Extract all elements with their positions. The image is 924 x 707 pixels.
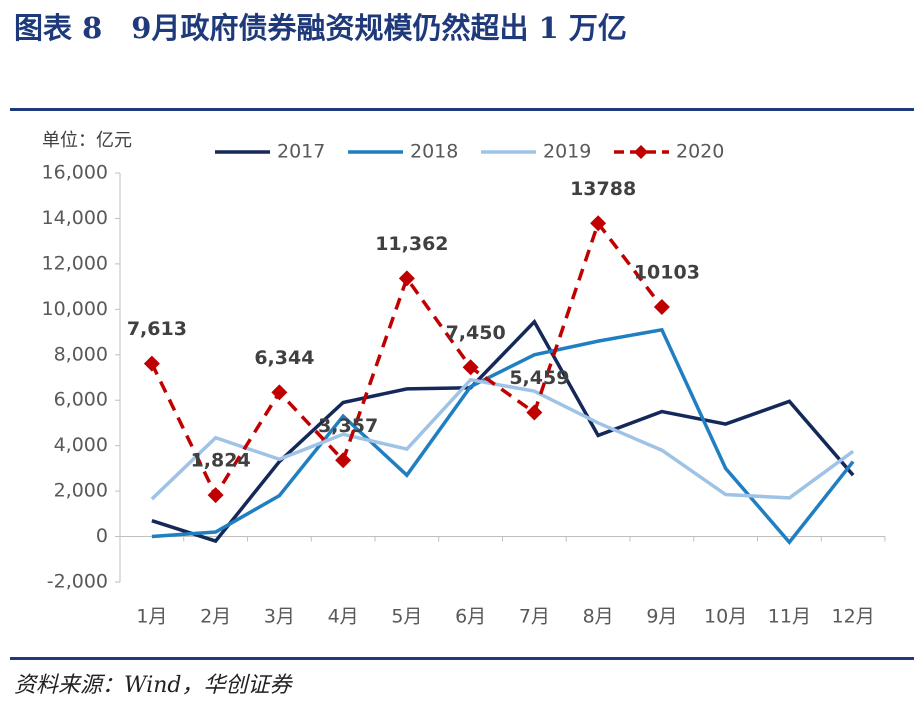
legend-label: 2017 <box>277 141 325 163</box>
y-tick-label: 14,000 <box>42 207 108 229</box>
x-tick-label: 8月 <box>583 606 614 628</box>
data-label: 6,344 <box>254 347 314 369</box>
y-tick-label: -2,000 <box>47 571 108 593</box>
x-tick-label: 2月 <box>200 606 231 628</box>
bottom-rule <box>10 657 914 660</box>
point <box>398 270 415 287</box>
legend-label: 2020 <box>676 141 724 163</box>
x-tick-label: 6月 <box>455 606 486 628</box>
chart-title: 图表 8 9月政府债券融资规模仍然超出 1 万亿 <box>14 11 627 45</box>
data-label: 11,362 <box>375 233 448 255</box>
point <box>335 452 352 469</box>
point <box>207 487 224 504</box>
point <box>590 215 607 232</box>
legend-marker <box>634 145 648 159</box>
x-tick-label: 9月 <box>646 606 677 628</box>
point <box>462 359 479 376</box>
x-tick-label: 4月 <box>328 606 359 628</box>
y-tick-label: 12,000 <box>42 252 108 274</box>
series-line <box>150 219 664 499</box>
y-tick-label: 2,000 <box>54 480 108 502</box>
x-tick-label: 3月 <box>264 606 295 628</box>
series-line <box>151 327 855 545</box>
data-label: 3,357 <box>318 415 378 437</box>
data-label: 13788 <box>570 178 636 200</box>
x-tick-label: 1月 <box>136 606 167 628</box>
data-label: 7,450 <box>446 322 506 344</box>
legend-label: 2019 <box>543 141 591 163</box>
x-tick-label: 7月 <box>519 606 550 628</box>
y-tick-label: 10,000 <box>42 298 108 320</box>
y-tick-label: 8,000 <box>54 343 108 365</box>
point <box>526 404 543 421</box>
series-line <box>150 377 855 501</box>
source: 资料来源：Wind，华创证券 <box>14 673 294 698</box>
y-axis-label: 单位：亿元 <box>42 130 132 151</box>
data-label: 7,613 <box>127 318 187 340</box>
top-rule <box>10 108 914 111</box>
data-label: 10103 <box>634 261 700 283</box>
x-tick-label: 5月 <box>391 606 422 628</box>
data-label: 1,824 <box>191 450 251 472</box>
y-tick-label: 4,000 <box>54 434 108 456</box>
y-tick-label: 16,000 <box>42 162 108 184</box>
x-tick-label: 12月 <box>832 606 875 628</box>
series-line <box>151 318 855 544</box>
data-label: 5,459 <box>509 367 569 389</box>
legend-label: 2018 <box>410 141 458 163</box>
x-tick-label: 10月 <box>704 606 747 628</box>
point <box>143 355 160 372</box>
point <box>653 298 670 315</box>
point <box>271 384 288 401</box>
y-tick-label: 0 <box>96 525 108 547</box>
x-tick-label: 11月 <box>768 606 811 628</box>
y-tick-label: 6,000 <box>54 389 108 411</box>
